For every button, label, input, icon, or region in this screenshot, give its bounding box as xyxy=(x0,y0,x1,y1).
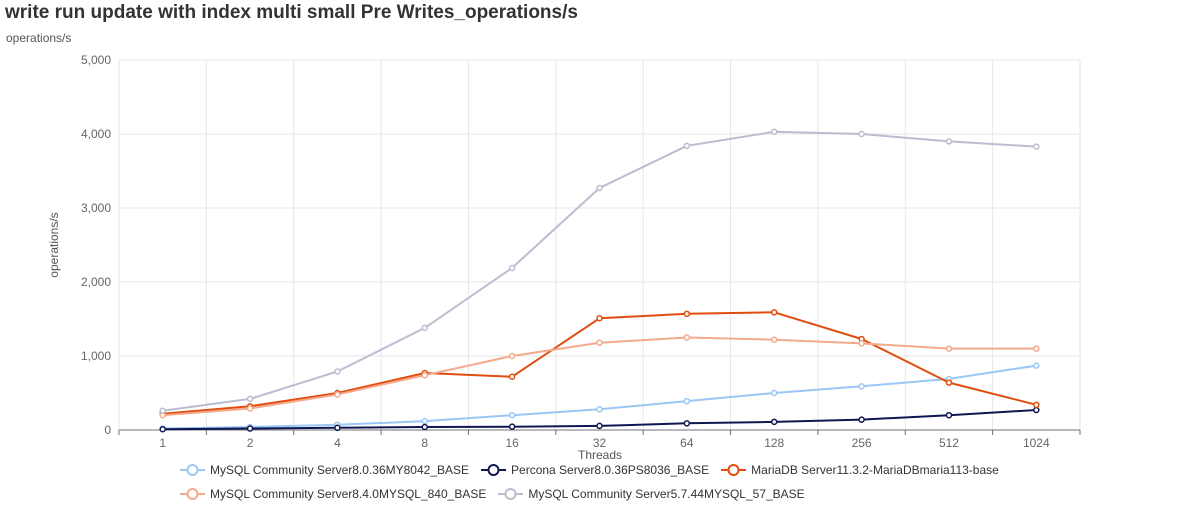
data-point xyxy=(683,420,691,427)
legend-line-icon xyxy=(180,488,205,500)
data-point xyxy=(770,389,778,397)
data-point xyxy=(421,417,429,425)
y-tick-label: 2,000 xyxy=(81,275,111,289)
legend-row: MySQL Community Server8.4.0MYSQL_840_BAS… xyxy=(180,482,1080,506)
data-point xyxy=(1033,143,1040,150)
legend-item[interactable]: MariaDB Server11.3.2-MariaDBmaria113-bas… xyxy=(721,463,999,477)
data-point xyxy=(246,425,254,432)
y-axis-label: operations/s xyxy=(47,212,61,277)
x-tick-label: 1 xyxy=(159,436,166,450)
data-point xyxy=(945,411,953,419)
chart-title: write run update with index multi small … xyxy=(5,2,578,23)
data-point xyxy=(508,352,516,360)
data-point xyxy=(770,418,778,426)
data-point xyxy=(683,310,691,318)
data-point xyxy=(508,423,516,430)
data-point xyxy=(858,416,865,423)
series-5 xyxy=(159,128,1040,415)
y-tick-label: 3,000 xyxy=(81,201,111,215)
data-point xyxy=(770,309,778,316)
series-2 xyxy=(159,406,1040,433)
data-point xyxy=(334,424,341,432)
data-point xyxy=(596,406,603,413)
data-point xyxy=(770,128,778,136)
data-point xyxy=(421,371,429,379)
legend-line-icon xyxy=(481,464,507,476)
legend-item[interactable]: MySQL Community Server8.4.0MYSQL_840_BAS… xyxy=(180,487,486,501)
series-1 xyxy=(159,362,1040,432)
legend-label: Percona Server8.0.36PS8036_BASE xyxy=(511,463,710,477)
data-point xyxy=(858,130,865,138)
data-point xyxy=(334,391,341,398)
data-point xyxy=(508,373,516,380)
x-tick-label: 2 xyxy=(247,436,254,450)
x-tick-label: 256 xyxy=(852,436,872,450)
data-point xyxy=(508,264,516,272)
x-tick-label: 16 xyxy=(505,436,519,450)
legend-row: MySQL Community Server8.0.36MY8042_BASE P… xyxy=(180,458,1080,482)
legend-item[interactable]: MySQL Community Server5.7.44MYSQL_57_BAS… xyxy=(498,487,805,501)
data-point xyxy=(945,345,953,352)
series-4 xyxy=(159,334,1040,419)
data-point xyxy=(858,340,865,347)
data-point xyxy=(1033,362,1040,369)
legend-line-icon xyxy=(498,488,524,500)
y-tick-label: 5,000 xyxy=(81,53,111,67)
data-point xyxy=(596,315,603,322)
data-point xyxy=(945,138,953,145)
series-3 xyxy=(159,309,1040,417)
data-point xyxy=(1033,406,1040,414)
data-point xyxy=(1033,401,1040,409)
x-tick-label: 8 xyxy=(421,436,428,450)
data-point xyxy=(421,324,429,332)
y-tick-label: 4,000 xyxy=(81,127,111,141)
legend-line-icon xyxy=(721,464,747,476)
x-tick-label: 128 xyxy=(764,436,784,450)
data-point xyxy=(596,339,603,346)
legend-label: MySQL Community Server8.0.36MY8042_BASE xyxy=(210,463,470,477)
x-tick-label: 1024 xyxy=(1023,436,1050,450)
data-point xyxy=(683,142,691,150)
data-point xyxy=(421,423,429,431)
data-point xyxy=(159,407,166,415)
data-point xyxy=(683,397,691,405)
x-tick-label: 32 xyxy=(593,436,607,450)
data-point xyxy=(858,383,865,390)
y-tick-label: 1,000 xyxy=(81,349,111,363)
legend-label: MySQL Community Server8.4.0MYSQL_840_BAS… xyxy=(210,487,487,501)
x-axis-label: Threads xyxy=(578,448,622,462)
data-point xyxy=(770,336,778,343)
data-point xyxy=(945,379,953,386)
chart-subtitle: operations/s xyxy=(6,31,72,45)
legend: MySQL Community Server8.0.36MY8042_BASE P… xyxy=(180,458,1080,506)
x-tick-label: 4 xyxy=(334,436,341,450)
data-point xyxy=(596,422,603,430)
data-point xyxy=(246,395,254,403)
data-point xyxy=(334,368,341,375)
data-point xyxy=(596,184,603,192)
data-point xyxy=(1033,345,1040,352)
axes: 0 1,000 2,000 3,000 4,000 5,000 1 2 4 8 16 32 64 128 2… xyxy=(81,53,1081,450)
data-point xyxy=(159,426,166,433)
data-point xyxy=(508,411,516,419)
legend-line-icon xyxy=(180,464,205,476)
legend-label: MariaDB Server11.3.2-MariaDBmaria113-bas… xyxy=(751,463,999,477)
data-point xyxy=(683,334,691,341)
x-tick-label: 512 xyxy=(939,436,959,450)
data-point xyxy=(246,405,254,412)
legend-label: MySQL Community Server5.7.44MYSQL_57_BAS… xyxy=(528,487,805,501)
grid-lines xyxy=(118,59,1081,430)
y-tick-label: 0 xyxy=(104,423,111,437)
legend-item[interactable]: MySQL Community Server8.0.36MY8042_BASE xyxy=(180,463,469,477)
x-tick-label: 64 xyxy=(680,436,694,450)
series-lines xyxy=(159,128,1040,433)
legend-item[interactable]: Percona Server8.0.36PS8036_BASE xyxy=(481,463,709,477)
